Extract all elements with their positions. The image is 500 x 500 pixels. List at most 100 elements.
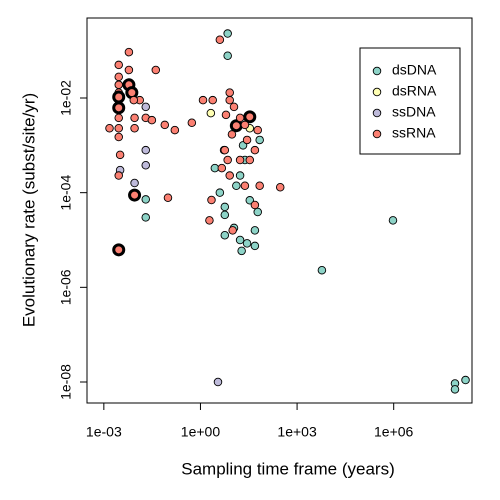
point xyxy=(115,150,125,160)
point xyxy=(255,135,264,145)
legend-label: ssDNA xyxy=(392,104,436,120)
legend-label: ssRNA xyxy=(392,125,436,141)
y-tick-label: 1e-06 xyxy=(58,269,74,305)
legend-swatch xyxy=(372,87,382,97)
y-tick-label: 1e-08 xyxy=(58,364,74,400)
y-axis-label: Evolutionary rate (subst/site/yr) xyxy=(19,93,38,327)
point xyxy=(221,110,231,120)
x-tick-label: 1e+00 xyxy=(181,424,221,440)
point xyxy=(250,226,260,235)
point xyxy=(141,145,150,155)
point xyxy=(228,226,237,235)
y-tick-label: 1e-04 xyxy=(58,175,74,211)
point xyxy=(114,132,123,142)
point xyxy=(124,47,134,57)
point xyxy=(160,120,170,130)
point xyxy=(250,145,260,155)
point xyxy=(215,35,225,45)
point xyxy=(227,130,237,139)
legend-swatch xyxy=(372,66,382,76)
point xyxy=(114,80,123,90)
legend-swatch xyxy=(372,129,382,139)
y-tick-label: 1e-02 xyxy=(58,80,74,116)
point xyxy=(112,243,126,257)
point xyxy=(213,377,223,387)
point xyxy=(141,213,150,222)
point xyxy=(163,193,173,203)
point xyxy=(208,95,217,105)
point xyxy=(170,125,180,135)
point xyxy=(240,181,250,191)
point xyxy=(229,102,239,112)
point xyxy=(229,119,243,133)
point xyxy=(235,113,245,123)
point xyxy=(253,207,262,217)
point xyxy=(130,123,139,133)
point xyxy=(128,188,142,202)
point xyxy=(232,181,241,191)
point xyxy=(237,246,246,256)
point xyxy=(206,108,216,118)
point xyxy=(114,72,123,82)
point xyxy=(105,123,114,133)
point xyxy=(220,202,230,212)
legend-swatch xyxy=(372,108,382,118)
legend-label: dsDNA xyxy=(392,62,437,78)
point xyxy=(114,60,123,70)
point xyxy=(223,155,232,165)
point xyxy=(205,216,214,225)
point xyxy=(129,95,139,105)
point xyxy=(114,171,123,180)
point xyxy=(130,113,139,123)
point xyxy=(207,195,216,205)
point xyxy=(225,95,234,105)
point xyxy=(130,178,139,188)
point xyxy=(245,155,255,165)
point xyxy=(223,51,232,61)
point xyxy=(112,90,126,104)
x-tick-label: 1e+06 xyxy=(374,424,414,440)
x-tick-label: 1e+03 xyxy=(277,424,317,440)
point xyxy=(217,163,227,173)
point xyxy=(141,160,150,170)
point xyxy=(141,102,150,112)
point xyxy=(235,171,245,180)
point xyxy=(255,181,264,191)
point xyxy=(450,385,460,394)
x-axis-label: Sampling time frame (years) xyxy=(181,459,395,478)
point xyxy=(114,123,123,133)
point xyxy=(187,118,197,128)
point xyxy=(275,183,285,192)
point xyxy=(235,235,245,245)
point xyxy=(147,115,157,125)
legend-label: dsRNA xyxy=(392,83,437,99)
x-tick-label: 1e-03 xyxy=(86,424,122,440)
point xyxy=(141,195,150,204)
point xyxy=(388,216,398,225)
point xyxy=(461,375,470,385)
point xyxy=(225,88,234,97)
point xyxy=(220,210,230,220)
point xyxy=(243,110,257,124)
point xyxy=(240,120,250,130)
point xyxy=(250,241,260,251)
point xyxy=(225,171,234,180)
point xyxy=(112,101,126,115)
point xyxy=(220,145,230,155)
point xyxy=(210,163,220,173)
point xyxy=(253,125,262,135)
point xyxy=(215,188,225,197)
point xyxy=(220,230,230,240)
point xyxy=(223,29,232,38)
point xyxy=(317,265,327,275)
point xyxy=(235,155,245,165)
point xyxy=(114,113,123,123)
point xyxy=(151,65,161,75)
point xyxy=(198,95,208,105)
point xyxy=(242,239,252,248)
point xyxy=(250,200,260,210)
point xyxy=(242,135,252,145)
point xyxy=(124,65,134,75)
point xyxy=(125,86,139,100)
